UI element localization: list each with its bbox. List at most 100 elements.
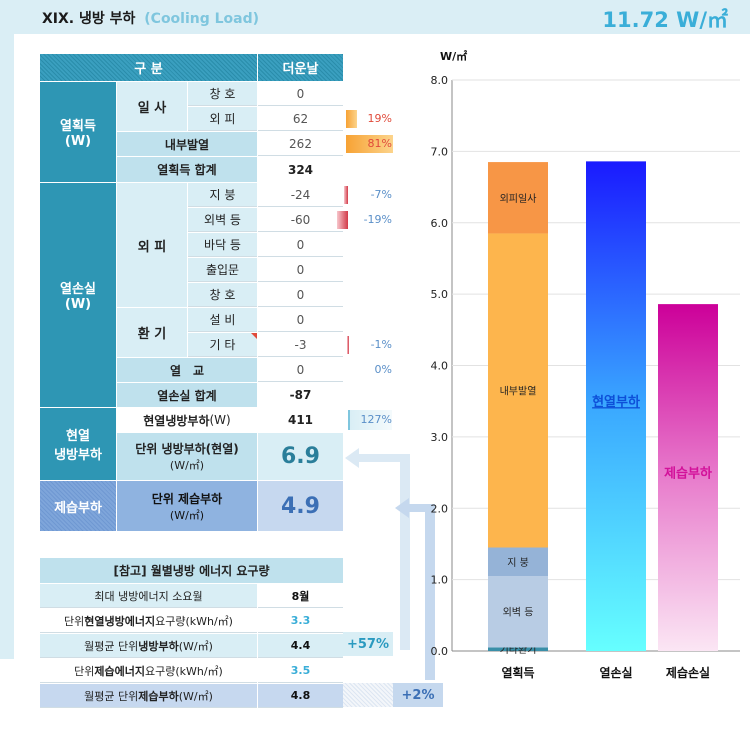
- reference-row-label-post: 요구량(kWh/㎡): [155, 614, 233, 628]
- solar-label: 일 사: [117, 82, 187, 131]
- solar-window-name: 창 호: [188, 82, 257, 106]
- stack-segment-label: 내부발열: [500, 385, 537, 397]
- flow-arrows: [345, 448, 435, 680]
- ventilation-label: 환 기: [117, 308, 187, 357]
- heat-loss-row-value: 0: [258, 308, 343, 332]
- x-category-label: 열손실: [599, 665, 632, 680]
- y-tick-label: 0.0: [431, 645, 449, 658]
- x-category-label: 제습손실: [666, 665, 710, 680]
- percentage-label: -7%: [370, 188, 392, 201]
- stack-segment: [488, 576, 548, 648]
- y-tick-label: 5.0: [431, 288, 449, 301]
- reference-row-label-pre: 월평균 단위: [84, 689, 139, 703]
- y-tick-label: 6.0: [431, 217, 449, 230]
- heat-loss-row-name: 외벽 등: [188, 208, 257, 232]
- sensible-load-name: 현열냉방부하 (W): [117, 408, 257, 432]
- percentage-label: -1%: [370, 338, 392, 351]
- heat-loss-row-value: -60: [258, 208, 343, 232]
- unit-latent-unit: (W/㎡): [169, 508, 205, 522]
- reference-row-value: 3.5: [258, 659, 343, 683]
- reference-row-label-pre: 단위: [64, 614, 85, 628]
- percentage-label: 81%: [367, 137, 392, 150]
- percentage-bar: [346, 135, 393, 153]
- heat-gain-unit: (W): [64, 134, 92, 149]
- percentage-bar: [346, 110, 358, 128]
- percentage-label: -19%: [363, 213, 392, 226]
- sensible-load-value: 411: [258, 408, 343, 432]
- y-tick-label: 2.0: [431, 502, 449, 515]
- reference-row-label: 단위 현열냉방에너지 요구량(kWh/㎡): [40, 609, 257, 633]
- heat-loss-row-name: 지 붕: [188, 183, 257, 207]
- header-bar: XIX. 냉방 부하 (Cooling Load) 11.72 W/㎡: [0, 0, 750, 34]
- heat-gain-label-text: 열획득: [60, 119, 96, 134]
- sensible-load-name-text: 현열냉방부하: [143, 413, 210, 428]
- heat-loss-row-name: 기 타: [188, 333, 257, 357]
- reference-row-label-bold: 제습부하: [138, 689, 179, 703]
- unit-latent-name: 단위 제습부하 (W/㎡): [117, 481, 257, 531]
- comment-marker: [251, 333, 257, 339]
- table-header-column: 더운날: [258, 54, 343, 81]
- y-tick-label: 7.0: [431, 145, 449, 158]
- thermal-bridge-value: 0: [258, 358, 343, 382]
- heat-loss-unit: (W): [64, 297, 92, 312]
- reference-row-label: 월평균 단위 제습부하 (W/㎡): [40, 684, 257, 708]
- solar-envelope-name: 외 피: [188, 107, 257, 131]
- heat-loss-total-value: -87: [258, 383, 343, 407]
- arrow-sensible: [345, 448, 410, 650]
- unit-sensible-name: 단위 냉방부하(현열) (W/㎡): [117, 433, 257, 480]
- percentage-bar: [348, 410, 392, 430]
- reference-row-label-pre: 월평균 단위: [84, 639, 139, 653]
- heat-gain-total-name: 열획득 합계: [117, 157, 257, 182]
- heat-loss-label: 열손실 (W): [40, 183, 116, 407]
- x-category-label: 열획득: [501, 665, 534, 680]
- sensible-load-unit: (W): [209, 413, 231, 427]
- reference-row-label: 최대 냉방에너지 소요월: [40, 584, 257, 608]
- reference-row-value: 3.3: [258, 609, 343, 633]
- reference-row-label-pre: 단위: [74, 664, 95, 678]
- reference-row-label-bold: 제습에너지: [94, 664, 145, 678]
- unit-sensible-value: 6.9: [258, 433, 343, 480]
- section-title-text: XIX. 냉방 부하: [42, 11, 136, 27]
- reference-row-label-pre: 최대 냉방에너지 소요월: [94, 589, 203, 603]
- badge-hatch: [343, 683, 393, 707]
- solar-window-value: 0: [258, 82, 343, 106]
- y-axis-label: W/㎡: [440, 49, 467, 63]
- heat-loss-row-value: -3: [258, 333, 343, 357]
- internal-gain-name: 내부발열: [117, 132, 257, 156]
- badge-sensible-increase: +57%: [343, 632, 393, 656]
- stack-segment: [488, 647, 548, 651]
- y-tick-label: 8.0: [431, 74, 449, 87]
- sensible-load-label: 현열 냉방부하: [40, 408, 116, 480]
- y-tick-label: 4.0: [431, 360, 449, 373]
- sensible-label-1: 현열: [66, 429, 90, 444]
- percentage-bar: [347, 336, 349, 354]
- unit-sensible-name-text: 단위 냉방부하(현열): [135, 442, 239, 456]
- unit-sensible-unit: (W/㎡): [169, 459, 205, 472]
- reference-row-label-bold: 현열냉방에너지: [84, 614, 156, 628]
- percentage-label: 127%: [360, 413, 392, 426]
- heat-loss-row-value: 0: [258, 233, 343, 257]
- percentage-label: 0%: [374, 363, 392, 376]
- section-title: XIX. 냉방 부하 (Cooling Load): [42, 8, 259, 28]
- reference-title: [참고] 월별냉방 에너지 요구량: [40, 558, 343, 583]
- y-tick-label: 3.0: [431, 431, 449, 444]
- stack-segment: [488, 162, 548, 234]
- heat-loss-row-name: 출입문: [188, 258, 257, 282]
- heat-loss-row-name: 창 호: [188, 283, 257, 307]
- reference-row-label: 월평균 단위 냉방부하 (W/㎡): [40, 634, 257, 658]
- reference-row-value: 4.8: [258, 684, 343, 708]
- heat-loss-row-name: 바닥 등: [188, 233, 257, 257]
- unit-latent-value: 4.9: [258, 481, 343, 531]
- heat-gain-total-value: 324: [258, 157, 343, 182]
- percentage-bar: [336, 211, 348, 229]
- reference-row-value: 8월: [258, 584, 343, 608]
- heat-loss-row-value: 0: [258, 258, 343, 282]
- latent-load-label: 제습부하: [40, 481, 116, 531]
- bar: [658, 304, 718, 651]
- y-tick-label: 1.0: [431, 574, 449, 587]
- arrow-latent: [395, 498, 435, 680]
- unit-latent-name-text: 단위 제습부하: [151, 491, 223, 506]
- stack-segment: [488, 547, 548, 577]
- stack-segment-label: 외피일사: [500, 193, 537, 205]
